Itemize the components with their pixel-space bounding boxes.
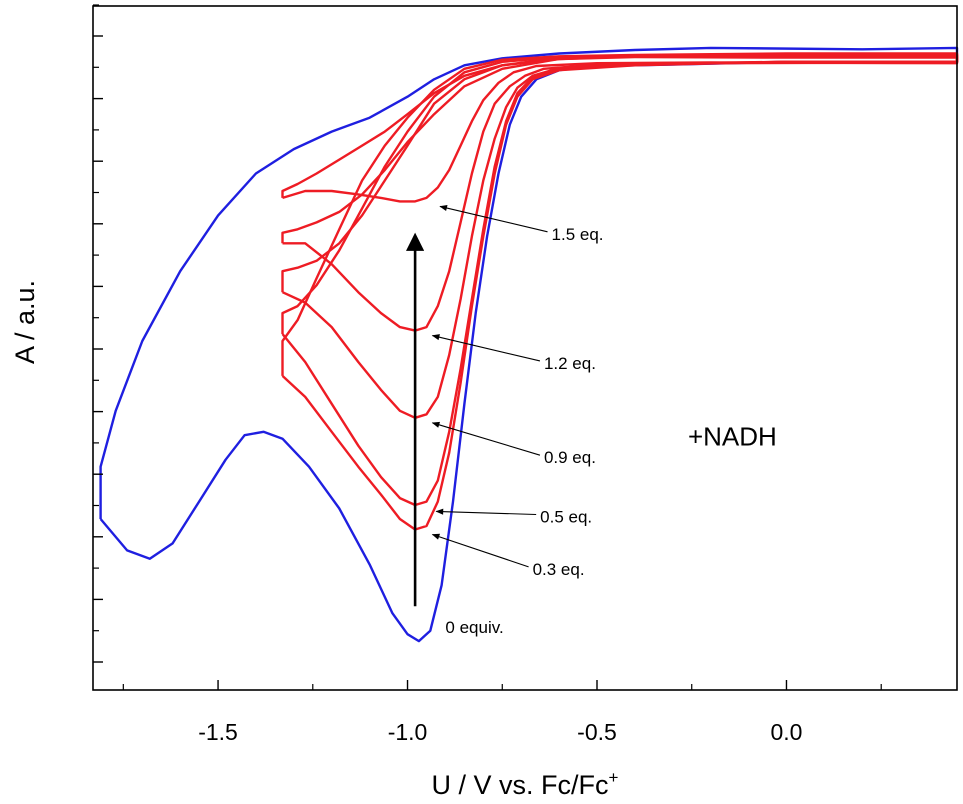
annotation-label-0: 1.5 eq. <box>552 225 604 244</box>
x-tick-label: -1.5 <box>198 719 238 745</box>
series-line-1-2-eq- <box>281 55 959 332</box>
annotation-arrow-4 <box>431 533 529 568</box>
annotation-label-6: +NADH <box>688 422 777 452</box>
axis-ticks: -1.5 -1.0 -0.5 0.0 <box>93 4 882 745</box>
annotation-label-3: 0.5 eq. <box>540 507 592 526</box>
series-line-0-equiv- <box>99 46 959 643</box>
series-layer <box>99 46 959 643</box>
annotation-arrow-0 <box>439 205 548 233</box>
annotation-label-5: 0 equiv. <box>445 618 503 637</box>
annotation-arrow-3 <box>435 508 537 516</box>
annotation-arrow-2 <box>431 421 541 456</box>
x-axis-title: U / V vs. Fc/Fc+ <box>432 768 619 800</box>
x-tick-label: -1.0 <box>388 719 428 745</box>
series-line-0-5-eq- <box>281 53 959 507</box>
plot-border <box>92 5 958 691</box>
x-axis-title-superscript: + <box>609 768 619 787</box>
y-axis-title: A / a.u. <box>10 280 40 364</box>
series-line-0-3-eq- <box>281 52 959 531</box>
series-line-0-9-eq- <box>281 53 959 419</box>
axes-frame <box>92 5 958 691</box>
x-axis-title-main: U / V vs. Fc/Fc <box>432 770 609 800</box>
annotation-label-2: 0.9 eq. <box>544 448 596 467</box>
x-tick-label: 0.0 <box>770 719 802 745</box>
series-line-1-5-eq- <box>281 55 959 203</box>
x-tick-label: -0.5 <box>577 719 617 745</box>
annotation-label-1: 1.2 eq. <box>544 354 596 373</box>
annotation-layer: 1.5 eq. 1.2 eq. 0.9 eq. 0.5 eq. 0.3 eq. 0 equ… <box>406 205 777 637</box>
annotation-arrow-1 <box>431 334 541 362</box>
annotation-label-4: 0.3 eq. <box>533 560 585 579</box>
